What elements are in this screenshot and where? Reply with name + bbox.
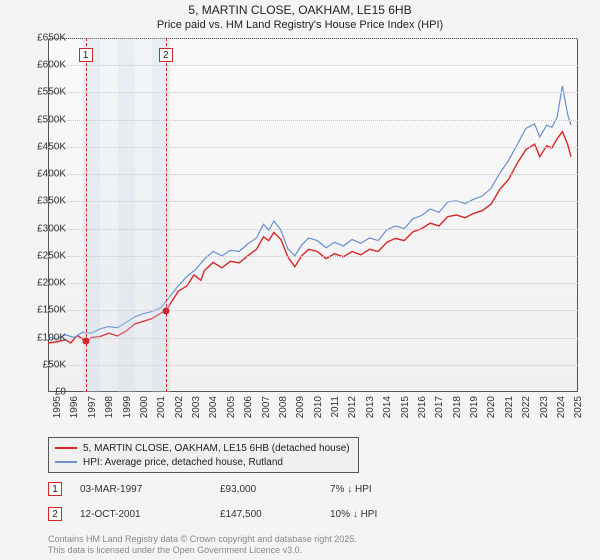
y-axis-label: £200K	[20, 278, 66, 289]
y-axis-label: £150K	[20, 305, 66, 316]
year-band	[118, 38, 135, 392]
x-axis-label: 2019	[469, 396, 480, 436]
x-axis-label: 2008	[278, 396, 289, 436]
y-axis-label: £350K	[20, 196, 66, 207]
gridline-h	[48, 256, 578, 257]
gridline-h	[48, 229, 578, 230]
y-axis-label: £650K	[20, 33, 66, 44]
y-axis-label: £500K	[20, 114, 66, 125]
x-axis-label: 2009	[295, 396, 306, 436]
x-axis-label: 2017	[434, 396, 445, 436]
x-axis-label: 2018	[452, 396, 463, 436]
legend-box: 5, MARTIN CLOSE, OAKHAM, LE15 6HB (detac…	[48, 437, 359, 473]
gridline-h	[48, 201, 578, 202]
x-axis-label: 2005	[226, 396, 237, 436]
x-axis-label: 2013	[365, 396, 376, 436]
sale-marker-icon: 2	[159, 48, 173, 62]
sale-marker-icon: 1	[48, 482, 62, 496]
gridline-h	[48, 92, 578, 93]
x-axis-label: 2025	[573, 396, 584, 436]
sale-dot	[82, 338, 89, 345]
y-axis-label: £400K	[20, 169, 66, 180]
sale-marker-icon: 1	[79, 48, 93, 62]
legend-label: 5, MARTIN CLOSE, OAKHAM, LE15 6HB (detac…	[83, 443, 350, 454]
y-axis-label: £600K	[20, 60, 66, 71]
x-axis-label: 2003	[191, 396, 202, 436]
x-axis-label: 2010	[313, 396, 324, 436]
sale-date: 03-MAR-1997	[80, 484, 220, 495]
gridline-h	[48, 65, 578, 66]
x-axis-label: 1998	[104, 396, 115, 436]
x-axis-label: 2000	[139, 396, 150, 436]
legend-row-hpi: HPI: Average price, detached house, Rutl…	[55, 455, 350, 469]
x-axis-label: 1995	[52, 396, 63, 436]
x-axis-label: 2020	[486, 396, 497, 436]
year-band	[100, 38, 117, 392]
x-axis-label: 1996	[69, 396, 80, 436]
x-axis-label: 2022	[521, 396, 532, 436]
gridline-h	[48, 365, 578, 366]
x-axis-label: 1999	[122, 396, 133, 436]
sale-row-1: 1 03-MAR-1997 £93,000 7% ↓ HPI	[48, 482, 372, 496]
footnote-line2: This data is licensed under the Open Gov…	[48, 545, 357, 556]
y-axis-label: £450K	[20, 141, 66, 152]
x-axis-label: 2007	[261, 396, 272, 436]
legend-swatch-price-paid	[55, 447, 77, 449]
legend-swatch-hpi	[55, 461, 77, 463]
x-axis-label: 2024	[556, 396, 567, 436]
x-axis-label: 2012	[347, 396, 358, 436]
x-axis-label: 2015	[400, 396, 411, 436]
y-axis-label: £250K	[20, 250, 66, 261]
x-axis-label: 2021	[504, 396, 515, 436]
gridline-h	[48, 120, 578, 121]
y-axis-label: £50K	[20, 359, 66, 370]
sale-marker-icon: 2	[48, 507, 62, 521]
year-band	[135, 38, 152, 392]
title-subtitle: Price paid vs. HM Land Registry's House …	[0, 19, 600, 31]
sale-price: £93,000	[220, 484, 330, 495]
title-address: 5, MARTIN CLOSE, OAKHAM, LE15 6HB	[0, 3, 600, 17]
x-axis-label: 2011	[330, 396, 341, 436]
x-axis-label: 1997	[87, 396, 98, 436]
gridline-h	[48, 174, 578, 175]
y-axis-label: £100K	[20, 332, 66, 343]
footnote-line1: Contains HM Land Registry data © Crown c…	[48, 534, 357, 545]
x-axis-label: 2006	[243, 396, 254, 436]
x-axis-label: 2002	[174, 396, 185, 436]
x-axis-label: 2001	[156, 396, 167, 436]
x-axis-label: 2016	[417, 396, 428, 436]
gridline-h	[48, 147, 578, 148]
sale-row-2: 2 12-OCT-2001 £147,500 10% ↓ HPI	[48, 507, 377, 521]
sale-price: £147,500	[220, 509, 330, 520]
legend-row-price-paid: 5, MARTIN CLOSE, OAKHAM, LE15 6HB (detac…	[55, 441, 350, 455]
sale-date: 12-OCT-2001	[80, 509, 220, 520]
x-axis-label: 2023	[539, 396, 550, 436]
gridline-h	[48, 283, 578, 284]
chart-container: 5, MARTIN CLOSE, OAKHAM, LE15 6HB Price …	[0, 0, 600, 560]
x-axis-label: 2014	[382, 396, 393, 436]
sale-vs-hpi: 7% ↓ HPI	[330, 484, 372, 495]
sale-dot	[162, 308, 169, 315]
sale-vline	[166, 38, 167, 392]
gridline-h	[48, 38, 578, 39]
legend-label: HPI: Average price, detached house, Rutl…	[83, 457, 283, 468]
x-axis-label: 2004	[208, 396, 219, 436]
sale-vs-hpi: 10% ↓ HPI	[330, 509, 377, 520]
y-axis-label: £300K	[20, 223, 66, 234]
footnote: Contains HM Land Registry data © Crown c…	[48, 534, 357, 557]
year-band	[152, 38, 169, 392]
gridline-h	[48, 338, 578, 339]
title-block: 5, MARTIN CLOSE, OAKHAM, LE15 6HB Price …	[0, 0, 600, 31]
y-axis-label: £550K	[20, 87, 66, 98]
gridline-h	[48, 310, 578, 311]
